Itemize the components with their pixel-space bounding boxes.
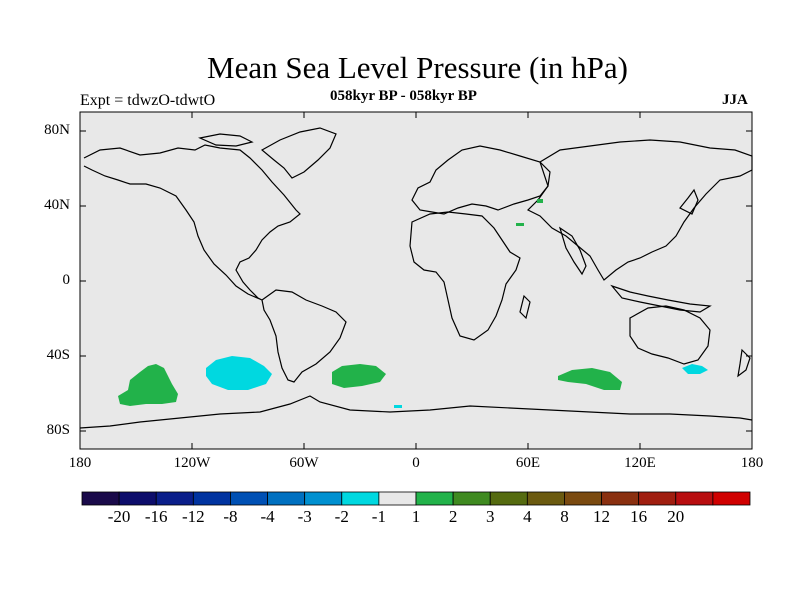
coastline-new-zealand <box>737 348 751 378</box>
colorbar-label: 3 <box>485 507 495 526</box>
colorbar-label: -3 <box>297 507 312 526</box>
colorbar-label: 2 <box>448 507 458 526</box>
colorbar-swatch <box>601 491 640 506</box>
colorbar-swatch <box>378 491 417 506</box>
lon-tick-label: 0 <box>412 455 420 471</box>
coastline-greenland <box>260 127 337 179</box>
colorbar-label: 4 <box>523 507 532 526</box>
lat-tick-label: 40S <box>46 347 70 363</box>
colorbar <box>81 491 751 506</box>
coastline-asia <box>526 139 753 281</box>
anomaly-patch-tasman-sea <box>682 364 708 374</box>
coastline-australia <box>629 305 711 365</box>
coastlines <box>79 127 753 429</box>
colorbar-swatch <box>452 491 491 506</box>
anomaly-patch-south-pacific-east <box>206 356 272 390</box>
coastline-indonesia <box>610 284 712 313</box>
colorbar-swatch <box>415 491 454 506</box>
anomaly-patch-indian-ocean <box>558 368 622 390</box>
lon-tick-label: 120W <box>173 455 211 471</box>
lat-tick-label: 0 <box>62 272 71 288</box>
colorbar-swatch <box>489 491 528 506</box>
coastline-arctic-islands <box>198 133 254 147</box>
colorbar-label: -20 <box>107 507 131 526</box>
anomaly-patch-south-pacific-west <box>118 364 178 406</box>
period-label: 058kyr BP - 058kyr BP <box>330 88 477 104</box>
colorbar-label: -1 <box>371 507 386 526</box>
colorbar-label: 12 <box>593 507 611 526</box>
colorbar-swatch <box>712 491 751 506</box>
coastline-south-america <box>261 289 347 383</box>
lon-tick-label: 180 <box>68 455 92 471</box>
map-panel <box>79 111 753 450</box>
colorbar-swatch <box>81 491 120 506</box>
coastline-madagascar <box>519 294 531 320</box>
lat-tick-label: 40N <box>44 197 70 213</box>
colorbar-swatch <box>304 491 343 506</box>
colorbar-label: -8 <box>223 507 238 526</box>
colorbar-swatch <box>638 491 677 506</box>
plot-title: Mean Sea Level Pressure (in hPa) <box>207 50 628 85</box>
colorbar-swatch <box>267 491 306 506</box>
anomaly-patch-weddell <box>394 405 402 408</box>
colorbar-label: -12 <box>181 507 205 526</box>
anomaly-patches <box>118 199 708 408</box>
colorbar-label: -4 <box>260 507 275 526</box>
colorbar-label: 1 <box>411 507 421 526</box>
anomaly-patch-caspian <box>537 199 543 203</box>
lat-tick-label: 80S <box>46 422 70 438</box>
anomaly-patch-arabia <box>516 223 524 226</box>
coastline-india <box>558 226 587 276</box>
coastline-japan <box>679 188 699 215</box>
axis-ticks <box>80 112 752 449</box>
lon-tick-label: 120E <box>624 455 656 471</box>
coastline-north-america <box>83 144 301 301</box>
lon-tick-label: 180 <box>740 455 764 471</box>
coastline-antarctica <box>79 395 753 429</box>
season-label: JJA <box>722 92 748 108</box>
colorbar-swatch <box>230 491 268 506</box>
colorbar-swatch <box>192 491 231 506</box>
colorbar-label: 20 <box>667 507 685 526</box>
colorbar-swatch <box>155 491 194 506</box>
anomaly-patch-south-atlantic <box>332 364 386 388</box>
experiment-label: Expt = tdwzO-tdwtO <box>80 92 216 109</box>
colorbar-swatch <box>675 491 714 506</box>
colorbar-label: -2 <box>334 507 349 526</box>
lat-tick-label: 80N <box>44 122 70 138</box>
colorbar-label: -16 <box>144 507 168 526</box>
coastline-africa <box>409 211 521 341</box>
colorbar-label: 16 <box>630 507 648 526</box>
lon-tick-label: 60E <box>515 455 541 471</box>
colorbar-swatch <box>564 491 602 506</box>
colorbar-swatch <box>526 491 565 506</box>
colorbar-swatch <box>118 491 157 506</box>
colorbar-label: 8 <box>560 507 569 526</box>
colorbar-swatch <box>341 491 380 506</box>
lon-tick-label: 60W <box>289 455 319 471</box>
